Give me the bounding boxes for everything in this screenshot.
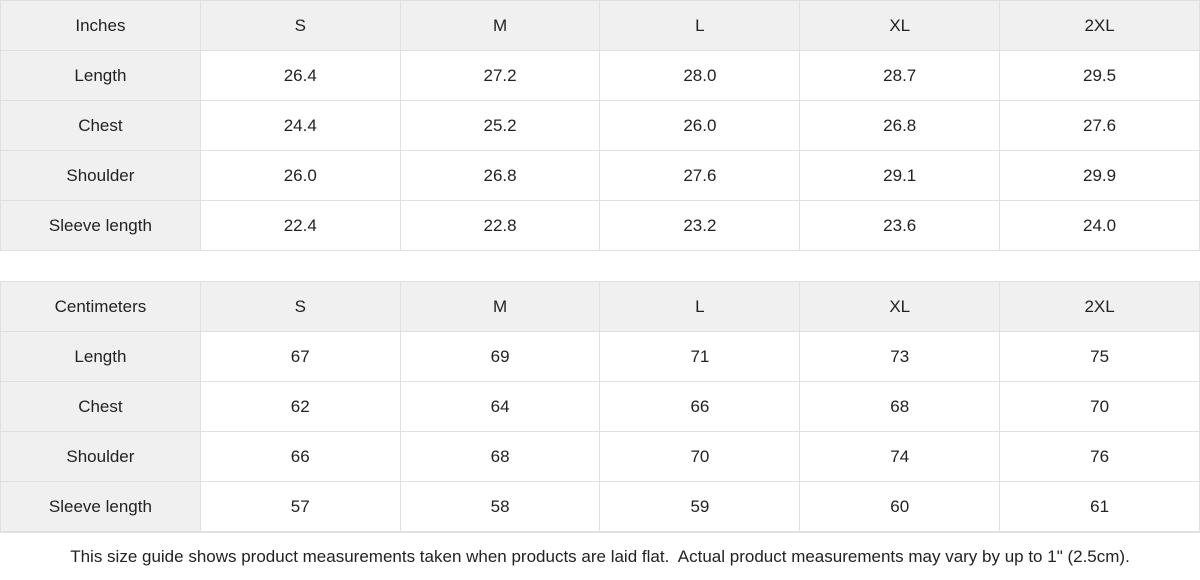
measurement-value-cell: 23.6 [799, 200, 1001, 251]
measurement-value-cell: 26.4 [199, 50, 401, 101]
measurement-value-cell: 73 [799, 331, 1001, 382]
measurement-value-cell: 24.0 [999, 200, 1200, 251]
size-guide-note: This size guide shows product measuremen… [0, 532, 1200, 580]
table-row: Chest 62 64 66 68 70 [0, 381, 1200, 432]
measurement-value-cell: 27.6 [599, 150, 801, 201]
table-row: Length 26.4 27.2 28.0 28.7 29.5 [0, 50, 1200, 101]
measurement-value-cell: 26.0 [199, 150, 401, 201]
inches-size-table: Inches S M L XL 2XL Length 26.4 27.2 28.0 28.7 29.… [0, 0, 1200, 251]
centimeters-table-header: Centimeters S M L XL 2XL [0, 281, 1200, 332]
size-header-cell: S [199, 281, 401, 332]
measurement-value-cell: 62 [199, 381, 401, 432]
inches-table-body: Length 26.4 27.2 28.0 28.7 29.5 Chest 24.4 25.2 2… [0, 50, 1200, 251]
size-header-cell: L [599, 0, 801, 51]
measurement-value-cell: 70 [599, 431, 801, 482]
size-header-cell: L [599, 281, 801, 332]
measurement-value-cell: 76 [999, 431, 1200, 482]
centimeters-size-table: Centimeters S M L XL 2XL Length 67 69 71 73 75 Ches… [0, 281, 1200, 532]
size-header-cell: M [399, 281, 601, 332]
row-label-cell: Shoulder [0, 150, 201, 201]
measurement-value-cell: 57 [199, 481, 401, 532]
measurement-value-cell: 68 [399, 431, 601, 482]
row-label-cell: Sleeve length [0, 200, 201, 251]
measurement-value-cell: 23.2 [599, 200, 801, 251]
table-row: Sleeve length 57 58 59 60 61 [0, 481, 1200, 532]
measurement-value-cell: 58 [399, 481, 601, 532]
size-header-cell: XL [799, 281, 1001, 332]
row-label-cell: Sleeve length [0, 481, 201, 532]
measurement-value-cell: 69 [399, 331, 601, 382]
table-spacer [0, 251, 1200, 281]
row-label-cell: Length [0, 50, 201, 101]
size-header-cell: S [199, 0, 401, 51]
measurement-value-cell: 26.8 [399, 150, 601, 201]
measurement-value-cell: 25.2 [399, 100, 601, 151]
measurement-value-cell: 27.2 [399, 50, 601, 101]
unit-header-cell: Inches [0, 0, 201, 51]
measurement-value-cell: 22.8 [399, 200, 601, 251]
measurement-value-cell: 29.5 [999, 50, 1200, 101]
size-header-cell: M [399, 0, 601, 51]
measurement-value-cell: 28.0 [599, 50, 801, 101]
centimeters-table-body: Length 67 69 71 73 75 Chest 62 64 66 68 70 Shoulder 6… [0, 331, 1200, 532]
measurement-value-cell: 27.6 [999, 100, 1200, 151]
measurement-value-cell: 28.7 [799, 50, 1001, 101]
measurement-value-cell: 64 [399, 381, 601, 432]
header-row: Inches S M L XL 2XL [0, 0, 1200, 51]
row-label-cell: Shoulder [0, 431, 201, 482]
measurement-value-cell: 29.1 [799, 150, 1001, 201]
measurement-value-cell: 26.0 [599, 100, 801, 151]
table-row: Shoulder 26.0 26.8 27.6 29.1 29.9 [0, 150, 1200, 201]
measurement-value-cell: 59 [599, 481, 801, 532]
table-row: Sleeve length 22.4 22.8 23.2 23.6 24.0 [0, 200, 1200, 251]
inches-table-header: Inches S M L XL 2XL [0, 0, 1200, 51]
size-header-cell: XL [799, 0, 1001, 51]
measurement-value-cell: 66 [199, 431, 401, 482]
measurement-value-cell: 71 [599, 331, 801, 382]
size-header-cell: 2XL [999, 281, 1200, 332]
table-row: Shoulder 66 68 70 74 76 [0, 431, 1200, 482]
measurement-value-cell: 29.9 [999, 150, 1200, 201]
table-row: Chest 24.4 25.2 26.0 26.8 27.6 [0, 100, 1200, 151]
table-row: Length 67 69 71 73 75 [0, 331, 1200, 382]
measurement-value-cell: 24.4 [199, 100, 401, 151]
measurement-value-cell: 74 [799, 431, 1001, 482]
measurement-value-cell: 22.4 [199, 200, 401, 251]
measurement-value-cell: 60 [799, 481, 1001, 532]
measurement-value-cell: 67 [199, 331, 401, 382]
row-label-cell: Length [0, 331, 201, 382]
measurement-value-cell: 70 [999, 381, 1200, 432]
header-row: Centimeters S M L XL 2XL [0, 281, 1200, 332]
measurement-value-cell: 75 [999, 331, 1200, 382]
measurement-value-cell: 26.8 [799, 100, 1001, 151]
measurement-value-cell: 68 [799, 381, 1001, 432]
measurement-value-cell: 66 [599, 381, 801, 432]
size-header-cell: 2XL [999, 0, 1200, 51]
row-label-cell: Chest [0, 100, 201, 151]
row-label-cell: Chest [0, 381, 201, 432]
unit-header-cell: Centimeters [0, 281, 201, 332]
measurement-value-cell: 61 [999, 481, 1200, 532]
